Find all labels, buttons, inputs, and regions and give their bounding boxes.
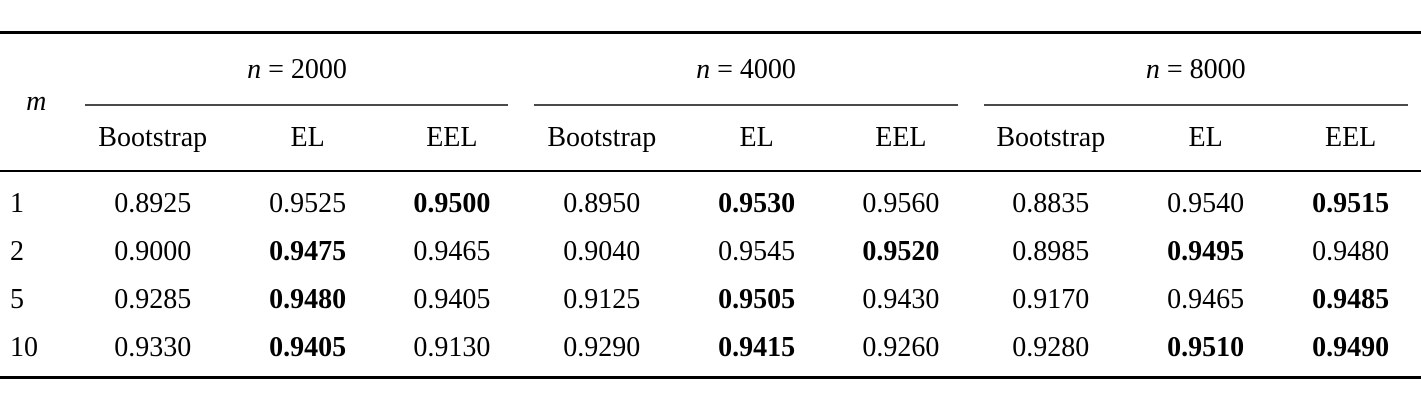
col-header-eel: EEL (382, 106, 522, 172)
coverage-value: 0.9290 (563, 332, 641, 363)
coverage-value: 0.9490 (1312, 332, 1390, 363)
table-row: 2 0.9000 0.9475 0.9465 0.9040 0.9545 0.9520 0.8… (0, 228, 1421, 276)
coverage-value: 0.9540 (1167, 188, 1245, 219)
coverage-value: 0.9130 (413, 332, 491, 363)
col-header-bootstrap: Bootstrap (970, 106, 1132, 172)
coverage-value: 0.9465 (1167, 284, 1245, 315)
table-row: 10 0.9330 0.9405 0.9130 0.9290 0.9415 0.9260 0.… (0, 324, 1421, 378)
coverage-value: 0.9040 (563, 236, 641, 267)
m-value: 5 (10, 284, 24, 315)
group-header-n8000: n = 8000 (971, 33, 1421, 107)
coverage-value: 0.8950 (563, 188, 641, 219)
col-header-el: EL (233, 106, 383, 172)
n-eq-value: = 8000 (1166, 54, 1246, 85)
col-header-bootstrap: Bootstrap (72, 106, 234, 172)
coverage-value: 0.9525 (269, 188, 347, 219)
coverage-value: 0.9560 (862, 188, 940, 219)
coverage-value: 0.9260 (862, 332, 940, 363)
coverage-value: 0.9480 (1312, 236, 1390, 267)
group-header-n4000: n = 4000 (521, 33, 970, 107)
coverage-value: 0.9170 (1012, 284, 1090, 315)
table-row: 1 0.8925 0.9525 0.9500 0.8950 0.9530 0.9560 0.8… (0, 171, 1421, 228)
group-header-n2000: n = 2000 (72, 33, 521, 107)
coverage-value: 0.9475 (269, 236, 347, 267)
table-body: 1 0.8925 0.9525 0.9500 0.8950 0.9530 0.9560 0.8… (0, 171, 1421, 378)
subheader-row: Bootstrap EL EEL Bootstrap EL EEL Bootst… (0, 106, 1421, 172)
coverage-value: 0.9495 (1167, 236, 1245, 267)
col-header-eel: EEL (1280, 106, 1421, 172)
coverage-value: 0.8925 (114, 188, 192, 219)
col-header-bootstrap: Bootstrap (521, 106, 683, 172)
coverage-value: 0.9510 (1167, 332, 1245, 363)
coverage-value: 0.9465 (413, 236, 491, 267)
coverage-value: 0.9000 (114, 236, 192, 267)
coverage-value: 0.8835 (1012, 188, 1090, 219)
coverage-value: 0.9330 (114, 332, 192, 363)
coverage-value: 0.9415 (718, 332, 796, 363)
coverage-value: 0.9500 (413, 188, 491, 219)
m-label: m (26, 86, 47, 117)
coverage-value: 0.9405 (413, 284, 491, 315)
group-header-row: m n = 2000 n = 4000 n = 8000 (0, 32, 1421, 172)
coverage-value: 0.9545 (718, 236, 796, 267)
table-header: m n = 2000 n = 4000 n = 8000 Bootstrap E… (0, 32, 1421, 172)
n-eq-value: = 4000 (717, 54, 796, 85)
col-header-eel: EEL (831, 106, 971, 172)
m-value: 2 (10, 236, 24, 267)
m-value: 1 (10, 188, 24, 219)
n-var-label: n (696, 54, 711, 85)
coverage-value: 0.9485 (1312, 284, 1390, 315)
n-var-label: n (1145, 54, 1160, 85)
table-row: 5 0.9285 0.9480 0.9405 0.9125 0.9505 0.9430 0.9… (0, 276, 1421, 324)
row-header-m: m (0, 32, 73, 172)
col-header-el: EL (1131, 106, 1281, 172)
coverage-value: 0.9480 (269, 284, 347, 315)
coverage-value: 0.9430 (862, 284, 940, 315)
coverage-value: 0.9505 (718, 284, 796, 315)
coverage-value: 0.9280 (1012, 332, 1090, 363)
coverage-value: 0.9405 (269, 332, 347, 363)
n-eq-value: = 2000 (268, 54, 347, 85)
coverage-value: 0.9515 (1312, 188, 1390, 219)
coverage-value: 0.8985 (1012, 236, 1090, 267)
m-value: 10 (10, 332, 38, 363)
col-header-el: EL (682, 106, 832, 172)
coverage-value: 0.9520 (862, 236, 940, 267)
n-var-label: n (247, 54, 262, 85)
coverage-value: 0.9125 (563, 284, 641, 315)
coverage-probability-table: m n = 2000 n = 4000 n = 8000 Bootstrap E… (0, 31, 1421, 379)
coverage-value: 0.9530 (718, 188, 796, 219)
coverage-value: 0.9285 (114, 284, 192, 315)
